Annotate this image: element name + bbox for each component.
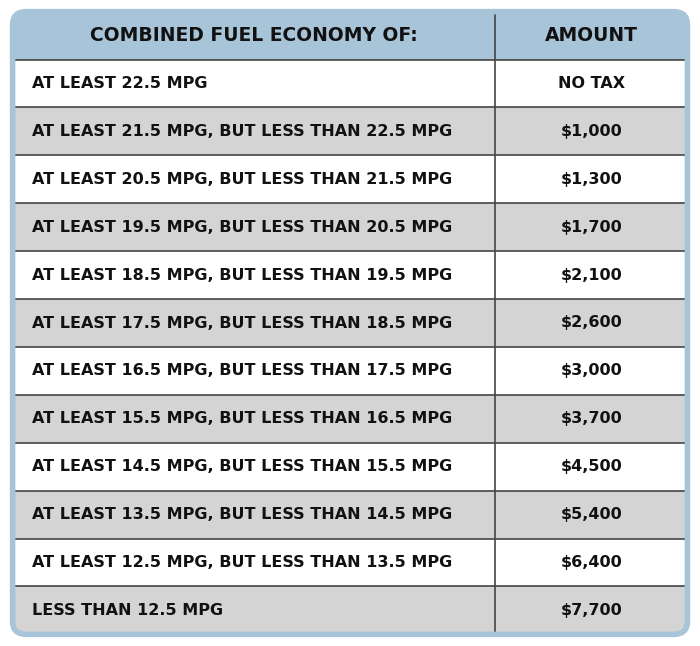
Text: AT LEAST 12.5 MPG, BUT LESS THAN 13.5 MPG: AT LEAST 12.5 MPG, BUT LESS THAN 13.5 MP… — [32, 555, 452, 570]
Bar — [13, 491, 687, 539]
Text: AT LEAST 17.5 MPG, BUT LESS THAN 18.5 MPG: AT LEAST 17.5 MPG, BUT LESS THAN 18.5 MP… — [32, 315, 452, 331]
Text: AT LEAST 18.5 MPG, BUT LESS THAN 19.5 MPG: AT LEAST 18.5 MPG, BUT LESS THAN 19.5 MP… — [32, 267, 452, 282]
Text: $7,700: $7,700 — [561, 603, 622, 618]
Bar — [13, 251, 687, 299]
Text: $4,500: $4,500 — [561, 459, 622, 474]
Text: AT LEAST 22.5 MPG: AT LEAST 22.5 MPG — [32, 76, 208, 91]
Text: $6,400: $6,400 — [561, 555, 622, 570]
FancyBboxPatch shape — [13, 12, 687, 634]
Text: $5,400: $5,400 — [561, 507, 622, 522]
Text: AT LEAST 13.5 MPG, BUT LESS THAN 14.5 MPG: AT LEAST 13.5 MPG, BUT LESS THAN 14.5 MP… — [32, 507, 452, 522]
FancyBboxPatch shape — [13, 587, 687, 634]
Bar — [13, 36, 687, 59]
Text: $1,300: $1,300 — [561, 172, 622, 187]
Text: COMBINED FUEL ECONOMY OF:: COMBINED FUEL ECONOMY OF: — [90, 26, 418, 45]
Text: AT LEAST 21.5 MPG, BUT LESS THAN 22.5 MPG: AT LEAST 21.5 MPG, BUT LESS THAN 22.5 MP… — [32, 124, 452, 139]
Bar — [13, 443, 687, 491]
Text: LESS THAN 12.5 MPG: LESS THAN 12.5 MPG — [32, 603, 223, 618]
Bar — [13, 347, 687, 395]
Bar — [13, 155, 687, 203]
Text: $2,600: $2,600 — [561, 315, 622, 331]
Text: $1,000: $1,000 — [561, 124, 622, 139]
Text: AT LEAST 19.5 MPG, BUT LESS THAN 20.5 MPG: AT LEAST 19.5 MPG, BUT LESS THAN 20.5 MP… — [32, 220, 452, 234]
Text: $3,000: $3,000 — [561, 364, 622, 379]
Text: AT LEAST 16.5 MPG, BUT LESS THAN 17.5 MPG: AT LEAST 16.5 MPG, BUT LESS THAN 17.5 MP… — [32, 364, 452, 379]
Text: AT LEAST 20.5 MPG, BUT LESS THAN 21.5 MPG: AT LEAST 20.5 MPG, BUT LESS THAN 21.5 MP… — [32, 172, 452, 187]
Bar — [13, 539, 687, 587]
Bar — [13, 395, 687, 443]
Bar — [13, 107, 687, 155]
Bar — [13, 203, 687, 251]
Bar — [13, 299, 687, 347]
FancyBboxPatch shape — [13, 12, 687, 59]
Text: NO TAX: NO TAX — [558, 76, 625, 91]
Text: AT LEAST 14.5 MPG, BUT LESS THAN 15.5 MPG: AT LEAST 14.5 MPG, BUT LESS THAN 15.5 MP… — [32, 459, 452, 474]
Text: $1,700: $1,700 — [561, 220, 622, 234]
Text: $3,700: $3,700 — [561, 412, 622, 426]
Text: $2,100: $2,100 — [561, 267, 622, 282]
Bar — [13, 587, 687, 610]
Bar — [13, 59, 687, 107]
Text: AMOUNT: AMOUNT — [545, 26, 638, 45]
Text: AT LEAST 15.5 MPG, BUT LESS THAN 16.5 MPG: AT LEAST 15.5 MPG, BUT LESS THAN 16.5 MP… — [32, 412, 452, 426]
